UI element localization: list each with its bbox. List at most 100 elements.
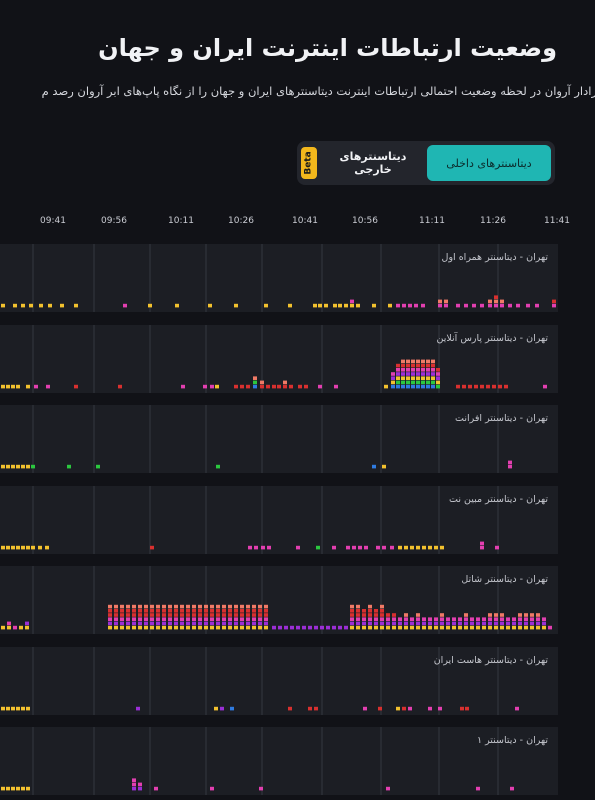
status-bar-segment[interactable] bbox=[476, 621, 480, 626]
status-bar-segment[interactable] bbox=[228, 609, 232, 613]
status-bar-segment[interactable] bbox=[246, 625, 250, 630]
status-bar-segment[interactable] bbox=[114, 609, 118, 613]
status-bar-segment[interactable] bbox=[246, 621, 250, 626]
status-bar-segment[interactable] bbox=[108, 613, 112, 617]
status-bar-segment[interactable] bbox=[411, 380, 415, 385]
status-bar-segment[interactable] bbox=[168, 621, 172, 626]
status-bar-segment[interactable] bbox=[114, 617, 118, 621]
status-bar-segment[interactable] bbox=[431, 380, 435, 385]
status-bar-segment[interactable] bbox=[120, 604, 124, 609]
status-bar-segment[interactable] bbox=[289, 384, 293, 389]
status-bar-segment[interactable] bbox=[488, 303, 492, 308]
status-bar-segment[interactable] bbox=[494, 299, 498, 304]
status-bar-segment[interactable] bbox=[11, 384, 15, 389]
status-bar-segment[interactable] bbox=[350, 303, 354, 308]
status-bar-segment[interactable] bbox=[162, 625, 166, 630]
status-bar-segment[interactable] bbox=[234, 625, 238, 630]
status-bar-segment[interactable] bbox=[288, 706, 292, 711]
status-bar-segment[interactable] bbox=[222, 617, 226, 621]
status-bar-segment[interactable] bbox=[283, 380, 287, 385]
status-bar-segment[interactable] bbox=[296, 545, 300, 550]
status-bar-segment[interactable] bbox=[406, 384, 410, 389]
status-bar-segment[interactable] bbox=[264, 621, 268, 626]
status-bar-segment[interactable] bbox=[401, 380, 405, 385]
status-bar-segment[interactable] bbox=[168, 625, 172, 630]
status-bar-segment[interactable] bbox=[1, 706, 5, 711]
status-bar-segment[interactable] bbox=[234, 613, 238, 617]
status-bar-segment[interactable] bbox=[468, 384, 472, 389]
status-bar-segment[interactable] bbox=[144, 609, 148, 613]
status-bar-segment[interactable] bbox=[144, 625, 148, 630]
status-bar-segment[interactable] bbox=[203, 384, 207, 389]
status-bar-segment[interactable] bbox=[192, 613, 196, 617]
status-bar-segment[interactable] bbox=[416, 359, 420, 364]
status-bar-segment[interactable] bbox=[198, 604, 202, 609]
status-bar-segment[interactable] bbox=[1, 786, 5, 791]
status-bar-segment[interactable] bbox=[150, 621, 154, 626]
status-bar-segment[interactable] bbox=[406, 363, 410, 368]
status-bar-segment[interactable] bbox=[162, 613, 166, 617]
status-bar-segment[interactable] bbox=[440, 617, 444, 621]
status-bar-segment[interactable] bbox=[464, 613, 468, 617]
status-bar-segment[interactable] bbox=[396, 303, 400, 308]
status-bar-segment[interactable] bbox=[542, 617, 546, 621]
status-bar-segment[interactable] bbox=[192, 617, 196, 621]
status-bar-segment[interactable] bbox=[426, 384, 430, 389]
status-bar-segment[interactable] bbox=[404, 625, 408, 630]
status-bar-segment[interactable] bbox=[434, 545, 438, 550]
tab-foreign-datacenters[interactable]: دیتاسنترهای خارجی bbox=[321, 145, 425, 181]
status-bar-segment[interactable] bbox=[253, 380, 257, 385]
status-bar-segment[interactable] bbox=[118, 384, 122, 389]
status-bar-segment[interactable] bbox=[252, 613, 256, 617]
status-bar-segment[interactable] bbox=[392, 617, 396, 621]
status-bar-segment[interactable] bbox=[174, 604, 178, 609]
status-bar-segment[interactable] bbox=[382, 464, 386, 469]
status-bar-segment[interactable] bbox=[416, 363, 420, 368]
status-bar-segment[interactable] bbox=[138, 617, 142, 621]
status-bar-segment[interactable] bbox=[452, 617, 456, 621]
status-bar-segment[interactable] bbox=[382, 545, 386, 550]
status-bar-segment[interactable] bbox=[416, 613, 420, 617]
status-bar-segment[interactable] bbox=[198, 617, 202, 621]
status-bar-segment[interactable] bbox=[378, 706, 382, 711]
status-bar-segment[interactable] bbox=[240, 384, 244, 389]
status-bar-segment[interactable] bbox=[368, 613, 372, 617]
status-bar-segment[interactable] bbox=[536, 621, 540, 626]
status-bar-segment[interactable] bbox=[386, 617, 390, 621]
status-bar-segment[interactable] bbox=[434, 621, 438, 626]
status-bar-segment[interactable] bbox=[364, 545, 368, 550]
status-bar-segment[interactable] bbox=[126, 617, 130, 621]
status-bar-segment[interactable] bbox=[222, 621, 226, 626]
status-bar-segment[interactable] bbox=[410, 625, 414, 630]
status-bar-segment[interactable] bbox=[422, 617, 426, 621]
status-bar-segment[interactable] bbox=[258, 613, 262, 617]
status-bar-segment[interactable] bbox=[168, 604, 172, 609]
status-bar-segment[interactable] bbox=[416, 621, 420, 626]
status-bar-segment[interactable] bbox=[132, 609, 136, 613]
status-bar-segment[interactable] bbox=[492, 384, 496, 389]
status-bar-segment[interactable] bbox=[396, 380, 400, 385]
status-bar-segment[interactable] bbox=[390, 545, 394, 550]
status-bar-segment[interactable] bbox=[350, 609, 354, 613]
status-bar-segment[interactable] bbox=[21, 464, 25, 469]
status-bar-segment[interactable] bbox=[344, 625, 348, 630]
status-bar-segment[interactable] bbox=[384, 384, 388, 389]
status-bar-segment[interactable] bbox=[156, 604, 160, 609]
status-bar-segment[interactable] bbox=[1, 625, 5, 630]
status-bar-segment[interactable] bbox=[31, 464, 35, 469]
status-bar-segment[interactable] bbox=[290, 625, 294, 630]
status-bar-segment[interactable] bbox=[494, 613, 498, 617]
status-bar-segment[interactable] bbox=[421, 380, 425, 385]
status-bar-segment[interactable] bbox=[210, 621, 214, 626]
status-bar-segment[interactable] bbox=[1, 303, 5, 308]
status-bar-segment[interactable] bbox=[108, 604, 112, 609]
status-bar-segment[interactable] bbox=[434, 625, 438, 630]
status-bar-segment[interactable] bbox=[518, 617, 522, 621]
status-bar-segment[interactable] bbox=[368, 609, 372, 613]
status-bar-segment[interactable] bbox=[508, 460, 512, 465]
status-bar-segment[interactable] bbox=[506, 617, 510, 621]
status-bar-segment[interactable] bbox=[254, 545, 258, 550]
status-bar-segment[interactable] bbox=[456, 303, 460, 308]
status-bar-segment[interactable] bbox=[302, 625, 306, 630]
status-bar-segment[interactable] bbox=[482, 625, 486, 630]
